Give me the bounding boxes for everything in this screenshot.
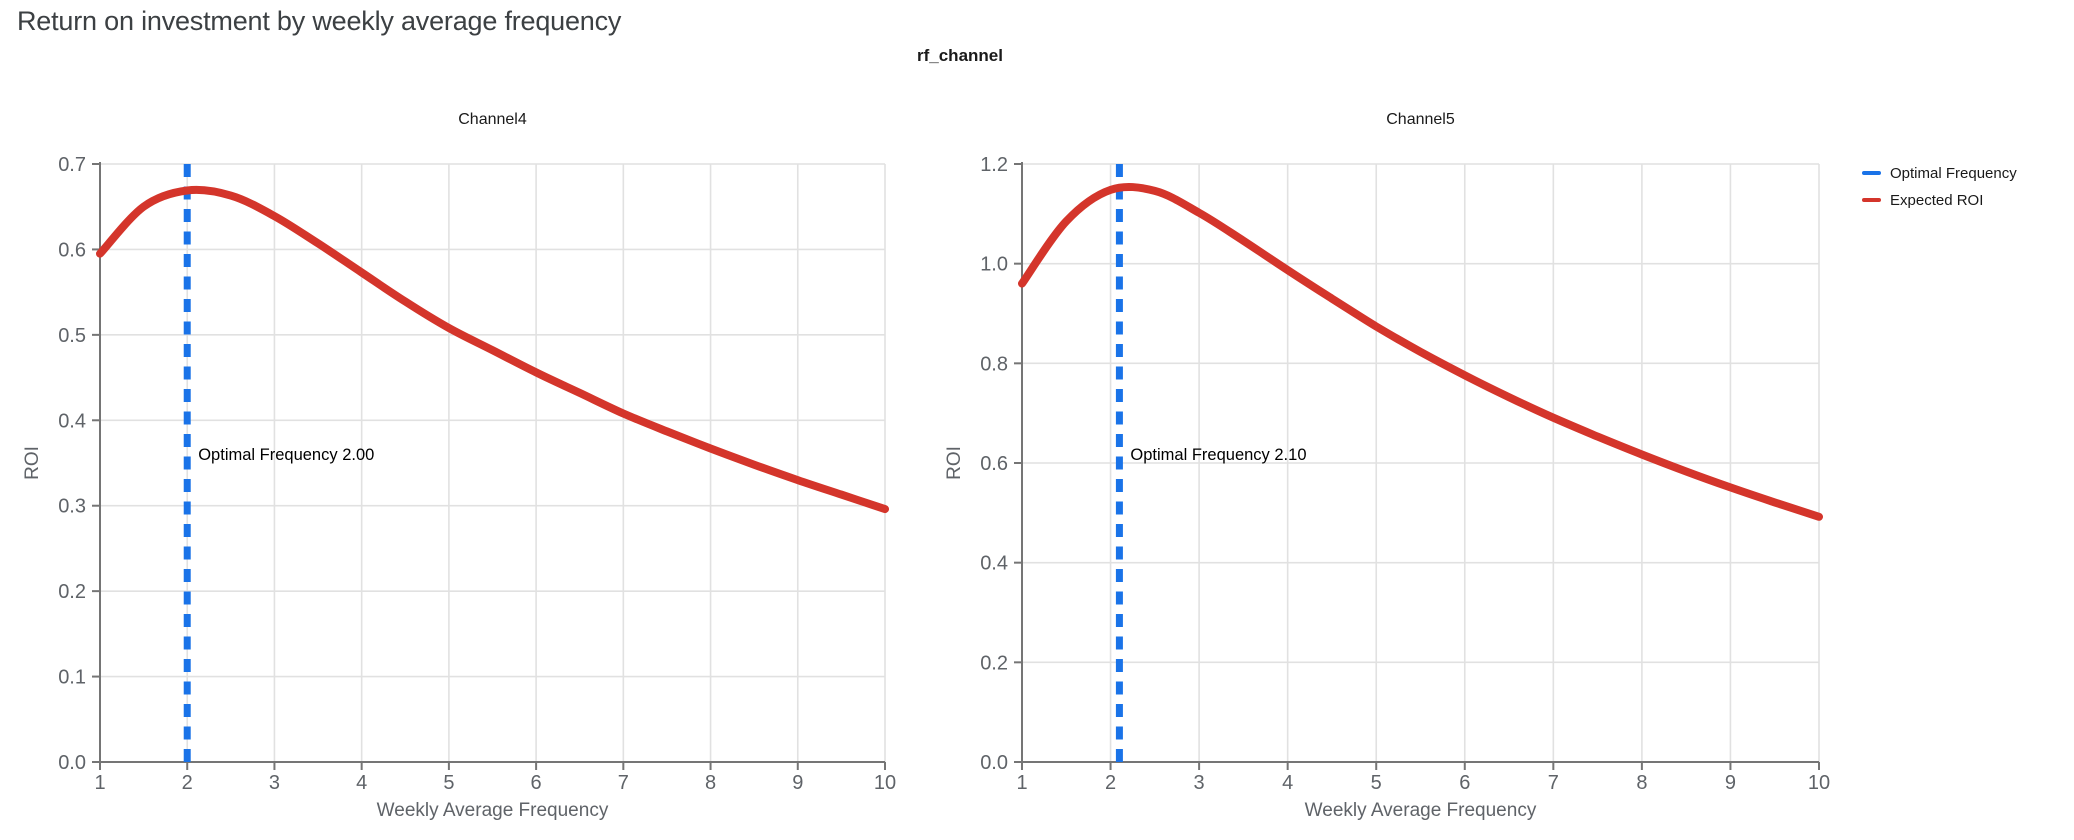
optimal-frequency-annotation: Optimal Frequency 2.10 <box>1130 446 1306 464</box>
x-tick-label: 2 <box>1105 772 1116 794</box>
legend: Optimal Frequency Expected ROI <box>1862 163 2017 210</box>
y-tick-label: 0.4 <box>980 553 1008 575</box>
y-tick-label: 0.6 <box>980 453 1008 475</box>
y-tick-label: 0.0 <box>980 752 1008 774</box>
x-tick-label: 3 <box>269 772 280 794</box>
chart-channel5: 0.0 0.2 0.4 0.6 0.8 1.0 1.2 1 2 3 4 5 6 7 8 9 10 Weekly A… <box>944 111 1830 821</box>
x-tick-label: 5 <box>1371 772 1382 794</box>
x-tick-label: 1 <box>94 772 105 794</box>
y-tick-label: 0.2 <box>58 581 86 603</box>
x-tick-label: 7 <box>618 772 629 794</box>
page-title: Return on investment by weekly average f… <box>17 6 622 36</box>
chart-title: Channel5 <box>1386 111 1455 128</box>
y-tick-label: 1.0 <box>980 254 1008 276</box>
legend-label: Expected ROI <box>1890 191 1984 209</box>
y-tick-label: 0.0 <box>58 752 86 774</box>
x-tick-label: 8 <box>1636 772 1647 794</box>
x-axis-title: Weekly Average Frequency <box>377 800 609 821</box>
x-tick-label: 4 <box>356 772 367 794</box>
facet-title: rf_channel <box>917 46 1003 65</box>
y-tick-label: 0.6 <box>58 239 86 261</box>
y-tick-label: 0.7 <box>58 154 86 176</box>
x-tick-label: 6 <box>1459 772 1470 794</box>
x-tick-label: 9 <box>1725 772 1736 794</box>
legend-label: Optimal Frequency <box>1890 164 2017 182</box>
x-tick-label: 10 <box>874 772 896 794</box>
optimal-frequency-swatch-icon <box>1862 171 1881 175</box>
x-axis-title: Weekly Average Frequency <box>1305 800 1537 821</box>
optimal-frequency-annotation: Optimal Frequency 2.00 <box>198 446 374 464</box>
legend-item-expected-roi: Expected ROI <box>1862 190 2017 210</box>
x-tick-label: 5 <box>443 772 454 794</box>
legend-item-optimal-frequency: Optimal Frequency <box>1862 163 2017 183</box>
y-tick-label: 0.4 <box>58 410 86 432</box>
y-tick-label: 0.5 <box>58 325 86 347</box>
expected-roi-curve[interactable] <box>1018 182 1823 521</box>
chart-title: Channel4 <box>458 111 527 128</box>
y-tick-label: 0.3 <box>58 496 86 518</box>
chart-channel4: 0.0 0.1 0.2 0.3 0.4 0.5 0.6 0.7 1 2 3 4 5 6 7 8 9 10 Weekl… <box>22 111 896 821</box>
y-axis-title: ROI <box>944 446 965 480</box>
x-tick-label: 1 <box>1016 772 1027 794</box>
x-tick-label: 9 <box>792 772 803 794</box>
x-tick-label: 7 <box>1548 772 1559 794</box>
x-tick-label: 4 <box>1282 772 1293 794</box>
y-tick-label: 0.8 <box>980 353 1008 375</box>
x-tick-label: 8 <box>705 772 716 794</box>
y-tick-label: 1.2 <box>980 154 1008 176</box>
y-axis-title: ROI <box>22 446 43 480</box>
x-tick-label: 6 <box>531 772 542 794</box>
expected-roi-curve[interactable] <box>96 185 889 514</box>
x-tick-label: 2 <box>182 772 193 794</box>
x-tick-label: 3 <box>1194 772 1205 794</box>
y-tick-label: 0.2 <box>980 652 1008 674</box>
x-tick-label: 10 <box>1808 772 1830 794</box>
expected-roi-swatch-icon <box>1862 198 1881 202</box>
y-tick-label: 0.1 <box>58 667 86 689</box>
